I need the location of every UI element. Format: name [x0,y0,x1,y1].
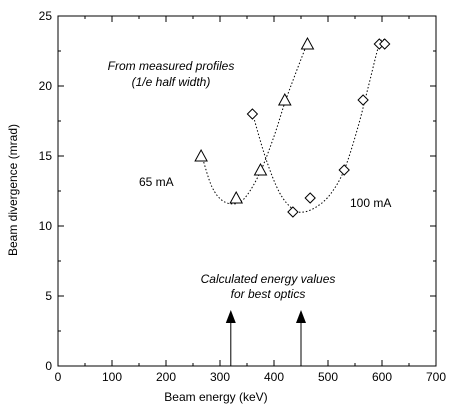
y-tick-label: 15 [39,149,53,163]
best-optics-label: for best optics [231,287,306,301]
x-tick-label: 200 [156,370,176,384]
y-tick-label: 25 [39,9,53,23]
series-label-65ma: 65 mA [139,175,174,189]
fit-curve-65ma [202,42,308,205]
x-tick-label: 400 [264,370,284,384]
series-label-100ma: 100 mA [350,196,391,210]
triangle-marker-65ma [300,36,315,50]
y-tick-label: 10 [39,219,53,233]
diamond-marker-100ma [287,206,299,218]
data-markers [194,36,391,218]
triangle-marker-65ma [229,190,244,204]
measured-profiles-label: From measured profiles [108,59,235,73]
y-tick-label: 20 [39,79,53,93]
axis-ticks [57,15,437,367]
x-tick-label: 600 [372,370,392,384]
axis-tick-labels: 0 100 200 300 400 500 600 700 0 5 10 15 20 25 [39,9,447,384]
triangle-marker-65ma [194,148,208,162]
triangle-marker-65ma [277,92,292,106]
half-width-label: (1/e half width) [132,75,211,89]
calculated-energy-label: Calculated energy values [201,272,336,286]
x-axis-title: Beam energy (keV) [164,390,267,404]
x-tick-label: 100 [102,370,122,384]
x-tick-label: 500 [318,370,338,384]
x-tick-label: 0 [55,370,62,384]
x-tick-label: 300 [210,370,230,384]
x-tick-label: 700 [426,370,446,384]
diamond-marker-100ma [357,94,369,106]
best-optics-arrows [225,310,306,366]
triangle-marker-65ma [253,162,268,176]
arrow-head [296,310,306,323]
diamond-marker-100ma [304,192,316,204]
y-tick-label: 0 [45,359,52,373]
fit-curve-100ma [253,38,386,213]
fit-curves [202,38,386,213]
diamond-marker-100ma [378,38,391,50]
y-tick-label: 5 [45,289,52,303]
arrow-head [225,310,236,323]
y-axis-title: Beam divergence (mrad) [6,124,20,256]
diamond-marker-100ma [338,164,350,176]
diamond-marker-100ma [246,108,259,120]
